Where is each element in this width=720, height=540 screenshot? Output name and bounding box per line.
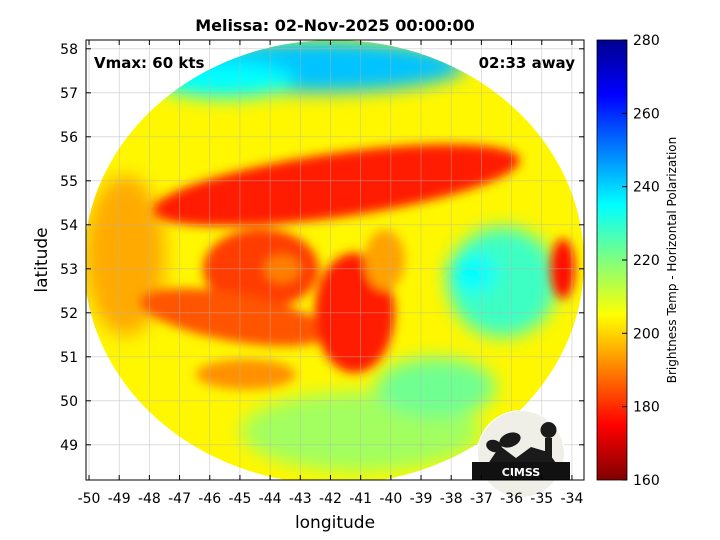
x-tick-label: -34 bbox=[560, 491, 583, 507]
y-tick-label: 54 bbox=[60, 218, 78, 234]
x-tick-label: -46 bbox=[198, 491, 221, 507]
x-tick-label: -40 bbox=[379, 491, 402, 507]
x-tick-label: -44 bbox=[259, 491, 282, 507]
time-away-annotation: 02:33 away bbox=[479, 54, 576, 72]
colorbar-tick-label: 280 bbox=[633, 33, 660, 49]
colorbar-ticks: 160 180 200 220 240 260 280 bbox=[622, 33, 660, 489]
vmax-annotation: Vmax: 60 kts bbox=[94, 54, 204, 72]
x-tick-label: -43 bbox=[289, 491, 312, 507]
x-tick-label: -49 bbox=[108, 491, 131, 507]
colorbar-label: Brightness Temp - Horizontal Polarizatio… bbox=[665, 137, 679, 384]
grid-lines bbox=[86, 40, 584, 480]
y-axis: 49 50 51 52 53 54 55 56 57 58 bbox=[60, 42, 584, 454]
cimss-logo-text: CIMSS bbox=[502, 466, 541, 479]
y-axis-label: latitude bbox=[32, 227, 52, 292]
x-axis-label: longitude bbox=[295, 513, 375, 533]
x-tick-label: -45 bbox=[228, 491, 251, 507]
y-tick-label: 56 bbox=[60, 130, 78, 146]
x-tick-label: -37 bbox=[470, 491, 493, 507]
y-tick-label: 53 bbox=[60, 262, 78, 278]
y-tick-label: 55 bbox=[60, 174, 78, 190]
x-tick-label: -39 bbox=[410, 491, 433, 507]
colorbar-tick-label: 240 bbox=[633, 180, 660, 196]
y-tick-label: 57 bbox=[60, 86, 78, 102]
colorbar-tick-label: 260 bbox=[633, 106, 660, 122]
y-tick-label: 50 bbox=[60, 394, 78, 410]
x-tick-label: -48 bbox=[138, 491, 161, 507]
colorbar-tick-label: 180 bbox=[633, 400, 660, 416]
x-tick-label: -42 bbox=[319, 491, 342, 507]
x-tick-label: -41 bbox=[349, 491, 372, 507]
y-tick-label: 51 bbox=[60, 350, 78, 366]
chart-title: Melissa: 02-Nov-2025 00:00:00 bbox=[195, 16, 475, 35]
x-tick-label: -50 bbox=[78, 491, 101, 507]
x-tick-label: -47 bbox=[168, 491, 191, 507]
colorbar-tick-label: 220 bbox=[633, 253, 660, 269]
x-tick-label: -36 bbox=[500, 491, 523, 507]
y-tick-label: 49 bbox=[60, 438, 78, 454]
colorbar-tick-label: 200 bbox=[633, 326, 660, 342]
cimss-logo: CIMSS bbox=[472, 410, 570, 498]
y-tick-label: 52 bbox=[60, 306, 78, 322]
y-tick-label: 58 bbox=[60, 42, 78, 58]
axes-frame bbox=[85, 39, 585, 481]
x-tick-label: -35 bbox=[530, 491, 553, 507]
swath-image bbox=[86, 40, 584, 480]
x-tick-label: -38 bbox=[440, 491, 463, 507]
colorbar-tick-label: 160 bbox=[633, 473, 660, 489]
x-axis: -50 -49 -48 -47 -46 -45 -44 -43 -42 -41 -40 -39 -38-… bbox=[78, 40, 583, 507]
